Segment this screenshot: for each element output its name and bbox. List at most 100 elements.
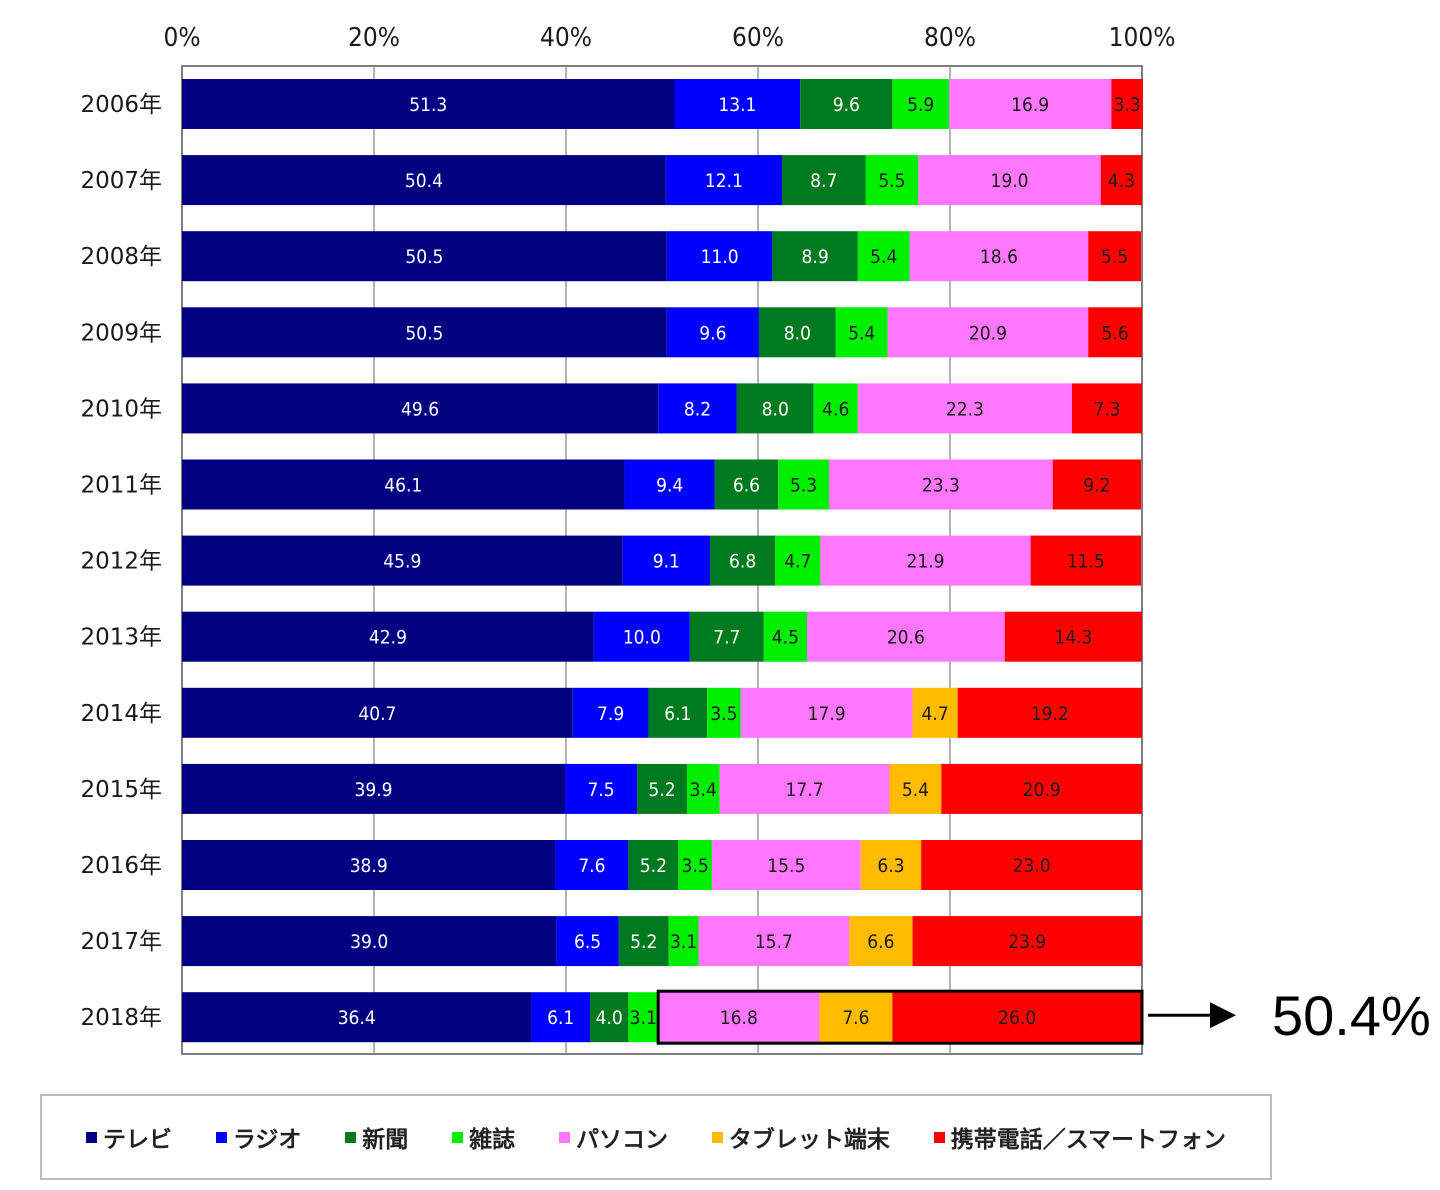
category-label: 2015年 bbox=[80, 777, 162, 803]
bar-segment bbox=[892, 79, 950, 129]
bar-segment bbox=[707, 687, 741, 738]
bar-segment bbox=[593, 611, 690, 662]
data-label: 19.0 bbox=[990, 170, 1028, 192]
bar-segment bbox=[763, 611, 807, 662]
data-label: 9.4 bbox=[656, 475, 683, 497]
bar-segment bbox=[740, 687, 913, 738]
callout-text: 50.4% bbox=[1272, 984, 1431, 1047]
bar-segment bbox=[1100, 155, 1142, 206]
bar-segment bbox=[182, 307, 667, 358]
bar-segment bbox=[889, 763, 942, 814]
bar-segment bbox=[918, 155, 1101, 206]
data-label: 3.5 bbox=[710, 703, 737, 725]
data-label: 20.9 bbox=[969, 322, 1007, 344]
data-label: 46.1 bbox=[384, 475, 422, 497]
data-label: 39.9 bbox=[354, 779, 392, 801]
bar-segment bbox=[829, 459, 1053, 510]
data-label: 19.2 bbox=[1031, 703, 1069, 725]
bar-segment bbox=[565, 763, 638, 814]
bar-segment bbox=[618, 916, 669, 967]
data-label: 14.3 bbox=[1054, 627, 1092, 649]
bar-segment bbox=[719, 763, 890, 814]
data-label: 5.6 bbox=[1102, 322, 1129, 344]
x-tick-label: 100% bbox=[1109, 23, 1176, 53]
legend-label: ラジオ bbox=[232, 1127, 302, 1153]
data-label: 18.6 bbox=[980, 246, 1018, 268]
category-label: 2011年 bbox=[80, 473, 162, 499]
category-label: 2006年 bbox=[80, 92, 162, 118]
data-label: 3.1 bbox=[670, 931, 697, 953]
bar-segment bbox=[182, 611, 594, 662]
data-label: 4.5 bbox=[772, 627, 799, 649]
data-label: 5.3 bbox=[790, 475, 817, 497]
bar-segment bbox=[835, 307, 888, 358]
x-tick-label: 60% bbox=[732, 23, 784, 53]
legend-swatch bbox=[345, 1131, 357, 1143]
bar-segment bbox=[624, 459, 715, 510]
data-label: 15.7 bbox=[755, 931, 793, 953]
bar-segment bbox=[182, 155, 666, 206]
bar-segment bbox=[800, 79, 893, 129]
data-label: 6.1 bbox=[664, 703, 691, 725]
bar-segment bbox=[806, 611, 1005, 662]
category-label: 2007年 bbox=[80, 168, 162, 194]
stacked-bar-chart: 0% 20% 40% 60% 80% 100% 2006年2007年2008年2009年2… bbox=[80, 23, 1431, 1055]
data-label: 50.5 bbox=[405, 322, 443, 344]
data-label: 5.2 bbox=[630, 931, 657, 953]
data-label: 4.7 bbox=[922, 703, 949, 725]
data-label: 20.9 bbox=[1023, 779, 1061, 801]
bar-segment bbox=[736, 383, 814, 434]
legend-swatch bbox=[85, 1131, 97, 1143]
data-label: 5.2 bbox=[648, 779, 675, 801]
data-label: 6.8 bbox=[729, 551, 756, 573]
bar-segment bbox=[658, 383, 737, 434]
data-label: 4.6 bbox=[822, 398, 849, 420]
data-label: 5.9 bbox=[907, 94, 934, 116]
bar-segment bbox=[857, 231, 910, 282]
bar-segment bbox=[857, 383, 1072, 434]
bar-segment bbox=[668, 916, 699, 967]
bar-segment bbox=[1004, 611, 1142, 662]
bar-segment bbox=[772, 231, 858, 282]
bar-segment bbox=[892, 992, 1142, 1043]
data-label: 5.2 bbox=[640, 855, 667, 877]
bar-segment bbox=[782, 155, 866, 206]
data-label: 39.0 bbox=[350, 931, 388, 953]
data-label: 7.9 bbox=[597, 703, 624, 725]
bar-segment bbox=[949, 79, 1112, 129]
category-label: 2017年 bbox=[80, 929, 162, 955]
category-label: 2014年 bbox=[80, 701, 162, 727]
data-label: 3.3 bbox=[1114, 94, 1141, 116]
legend-swatch bbox=[452, 1131, 464, 1143]
data-label: 5.4 bbox=[902, 779, 929, 801]
data-label: 38.9 bbox=[350, 855, 388, 877]
data-label: 8.0 bbox=[784, 322, 811, 344]
bar-segment bbox=[714, 459, 779, 510]
data-label: 23.0 bbox=[1013, 855, 1051, 877]
data-label: 3.5 bbox=[682, 855, 709, 877]
bar-segment bbox=[912, 687, 958, 738]
data-label: 13.1 bbox=[718, 94, 756, 116]
bar-segment bbox=[711, 840, 861, 890]
data-label: 23.3 bbox=[922, 475, 960, 497]
category-label: 2012年 bbox=[80, 549, 162, 575]
data-label: 11.0 bbox=[701, 246, 739, 268]
bar-segment bbox=[666, 307, 759, 358]
bar-segment bbox=[941, 763, 1142, 814]
data-label: 26.0 bbox=[998, 1007, 1036, 1029]
data-label: 6.6 bbox=[867, 931, 894, 953]
bar-segment bbox=[556, 916, 619, 967]
bar-segment bbox=[182, 916, 557, 967]
category-label: 2016年 bbox=[80, 853, 162, 879]
legend-item: パソコン bbox=[558, 1120, 668, 1154]
data-label: 17.7 bbox=[786, 779, 824, 801]
bar-segment bbox=[674, 79, 801, 129]
bar-segment bbox=[666, 231, 773, 282]
data-label: 6.3 bbox=[877, 855, 904, 877]
data-label: 16.8 bbox=[720, 1007, 758, 1029]
bar-segment bbox=[622, 535, 710, 586]
legend-item: 雑誌 bbox=[452, 1120, 515, 1154]
data-label: 49.6 bbox=[401, 398, 439, 420]
data-label: 9.6 bbox=[833, 94, 860, 116]
bar-segment bbox=[572, 687, 649, 738]
